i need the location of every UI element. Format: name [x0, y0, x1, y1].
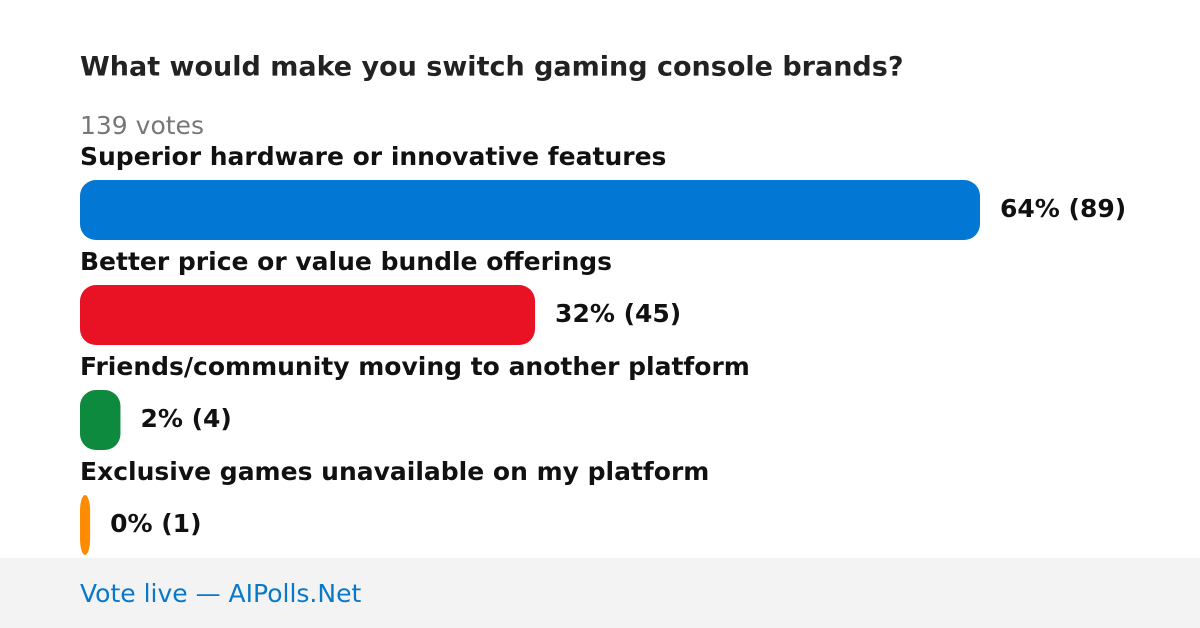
- footer-band: [0, 558, 1200, 628]
- value-label: 2% (4): [140, 404, 231, 433]
- value-label: 64% (89): [1000, 194, 1126, 223]
- footer-link[interactable]: Vote live — AIPolls.Net: [80, 579, 361, 608]
- chart-title: What would make you switch gaming consol…: [80, 52, 904, 83]
- option-label: Exclusive games unavailable on my platfo…: [80, 457, 709, 486]
- bar: [80, 180, 980, 240]
- vote-count: 139 votes: [80, 111, 204, 140]
- bar: [80, 285, 536, 345]
- option-label: Friends/community moving to another plat…: [80, 352, 750, 381]
- value-label: 0% (1): [110, 509, 201, 538]
- option-label: Superior hardware or innovative features: [80, 142, 666, 171]
- value-label: 32% (45): [555, 299, 681, 328]
- option-label: Better price or value bundle offerings: [80, 247, 612, 276]
- bar: [80, 390, 121, 450]
- bar: [80, 495, 91, 555]
